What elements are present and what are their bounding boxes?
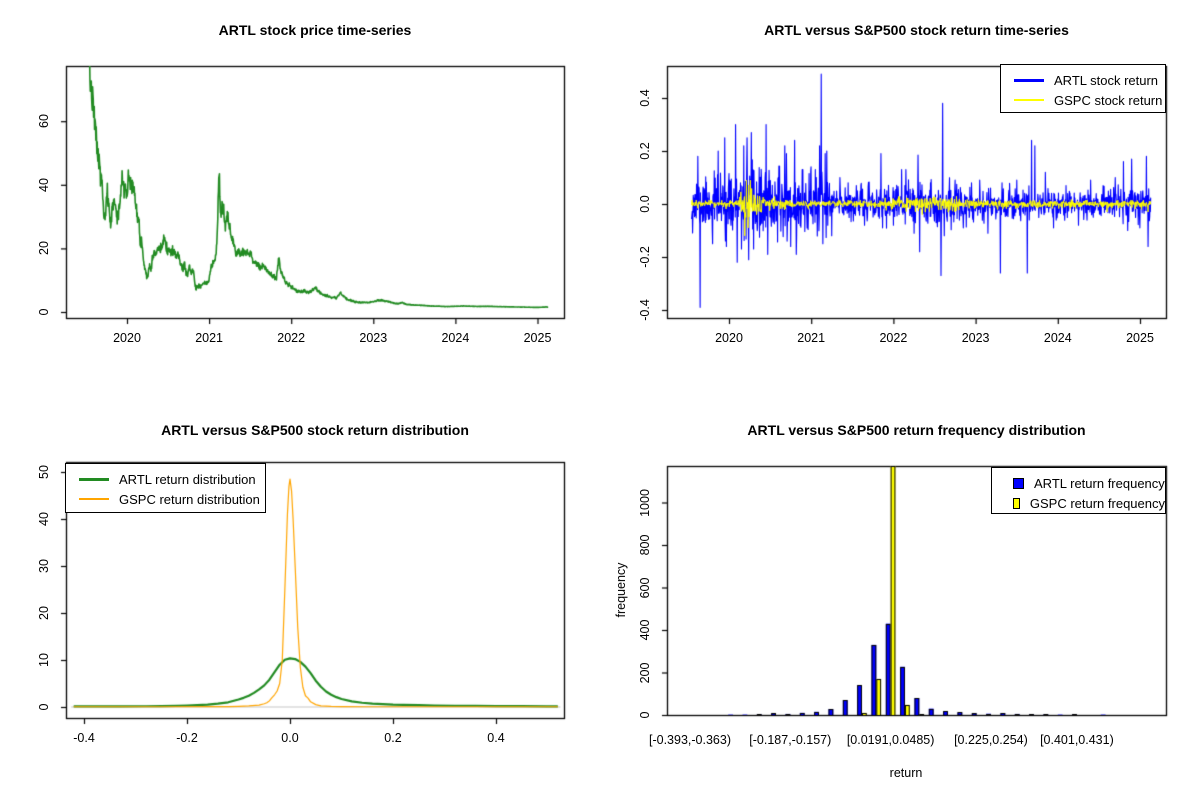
returns-y-tick-label: -0.2 bbox=[638, 246, 652, 268]
price-x-tick-label: 2025 bbox=[523, 331, 552, 345]
frequency-y-tick-label: 0 bbox=[638, 711, 652, 719]
returns-chart-title: ARTL versus S&P500 stock return time-ser… bbox=[764, 22, 1069, 38]
frequency-x-tick-label: [0.0191,0.0485) bbox=[846, 733, 935, 747]
density-y-tick-label: 40 bbox=[37, 512, 51, 526]
artl-density-line-swatch bbox=[79, 477, 109, 481]
price-chart-title: ARTL stock price time-series bbox=[218, 22, 412, 38]
panel-return-distribution: ARTL versus S&P500 stock return distribu… bbox=[0, 400, 600, 800]
density-y-tick-label: 30 bbox=[37, 559, 51, 573]
legend-item-gspc-density: GSPC return distribution bbox=[66, 489, 265, 509]
returns-x-tick-label: 2020 bbox=[715, 331, 743, 345]
density-x-tick-label: -0.4 bbox=[73, 731, 95, 745]
legend-item-artl-density: ARTL return distribution bbox=[66, 469, 265, 489]
artl-frequency-square-swatch bbox=[1013, 477, 1024, 489]
price-chart-canvas bbox=[0, 0, 600, 400]
legend-label: ARTL return distribution bbox=[119, 471, 256, 487]
legend-label: GSPC return frequency bbox=[1029, 495, 1165, 511]
price-y-tick-label: 0 bbox=[37, 308, 51, 316]
returns-y-tick-label: -0.4 bbox=[638, 299, 652, 321]
density-x-tick-label: -0.2 bbox=[176, 731, 198, 745]
frequency-y-tick-label: 800 bbox=[638, 534, 652, 556]
gspc-return-line-swatch bbox=[1014, 99, 1044, 101]
density-y-tick-label: 10 bbox=[37, 653, 51, 667]
legend-label: ARTL return frequency bbox=[1034, 475, 1165, 491]
price-x-tick-label: 2021 bbox=[195, 331, 223, 345]
frequency-x-tick-label: [-0.393,-0.363) bbox=[649, 733, 731, 747]
legend-item-artl-return: ARTL stock return bbox=[1001, 70, 1165, 90]
returns-x-tick-label: 2023 bbox=[961, 331, 990, 345]
density-x-tick-label: 0.4 bbox=[487, 731, 505, 745]
price-x-tick-label: 2024 bbox=[441, 331, 470, 345]
legend-label: ARTL stock return bbox=[1054, 72, 1159, 88]
returns-y-tick-label: 0.2 bbox=[638, 142, 652, 160]
density-x-tick-label: 0.2 bbox=[384, 731, 402, 745]
returns-legend: ARTL stock return GSPC stock return bbox=[1000, 64, 1166, 113]
gspc-frequency-square-swatch bbox=[1013, 497, 1020, 509]
price-x-tick-label: 2022 bbox=[277, 331, 306, 345]
density-y-tick-label: 20 bbox=[37, 606, 51, 620]
frequency-y-tick-label: 400 bbox=[638, 619, 652, 641]
density-chart-title: ARTL versus S&P500 stock return distribu… bbox=[161, 422, 469, 438]
panel-return-timeseries: ARTL versus S&P500 stock return time-ser… bbox=[600, 0, 1200, 400]
density-x-tick-label: 0.0 bbox=[281, 731, 299, 745]
price-y-tick-label: 40 bbox=[37, 177, 51, 192]
frequency-x-tick-label: [0.225,0.254) bbox=[954, 733, 1028, 747]
returns-x-tick-label: 2024 bbox=[1043, 331, 1072, 345]
legend-item-gspc-frequency: GSPC return frequency bbox=[992, 493, 1165, 513]
returns-x-tick-label: 2021 bbox=[797, 331, 826, 345]
price-x-tick-label: 2023 bbox=[359, 331, 388, 345]
density-legend: ARTL return distribution GSPC return dis… bbox=[65, 463, 266, 513]
frequency-chart-title: ARTL versus S&P500 return frequency dist… bbox=[747, 422, 1086, 438]
gspc-density-line-swatch bbox=[79, 498, 109, 500]
panel-return-frequency: ARTL versus S&P500 return frequency dist… bbox=[600, 400, 1200, 800]
density-y-tick-label: 50 bbox=[37, 465, 51, 479]
frequency-y-tick-label: 200 bbox=[638, 662, 652, 683]
artl-return-line-swatch bbox=[1014, 78, 1044, 82]
frequency-chart-canvas bbox=[600, 400, 1200, 800]
frequency-y-tick-label: 1000 bbox=[638, 488, 652, 517]
legend-item-artl-frequency: ARTL return frequency bbox=[992, 473, 1165, 493]
returns-x-tick-label: 2025 bbox=[1126, 331, 1154, 345]
frequency-x-tick-label: [-0.187,-0.157) bbox=[749, 733, 832, 747]
returns-x-tick-label: 2022 bbox=[879, 331, 908, 345]
frequency-x-tick-label: [0.401,0.431) bbox=[1040, 733, 1114, 747]
returns-y-tick-label: 0.4 bbox=[638, 89, 652, 107]
density-y-tick-label: 0 bbox=[37, 703, 51, 711]
frequency-legend: ARTL return frequency GSPC return freque… bbox=[991, 467, 1166, 514]
legend-label: GSPC return distribution bbox=[119, 491, 260, 507]
legend-label: GSPC stock return bbox=[1054, 92, 1163, 108]
frequency-y-axis-title: frequency bbox=[614, 562, 628, 618]
returns-y-tick-label: 0.0 bbox=[638, 195, 652, 213]
frequency-y-tick-label: 600 bbox=[638, 577, 652, 598]
frequency-x-axis-title: return bbox=[889, 766, 923, 780]
panel-artl-price: ARTL stock price time-series 2020 2021 202… bbox=[0, 0, 600, 400]
legend-item-gspc-return: GSPC stock return bbox=[1001, 90, 1165, 110]
price-y-tick-label: 60 bbox=[37, 114, 51, 129]
price-x-tick-label: 2020 bbox=[113, 331, 141, 345]
price-y-tick-label: 20 bbox=[37, 241, 51, 256]
